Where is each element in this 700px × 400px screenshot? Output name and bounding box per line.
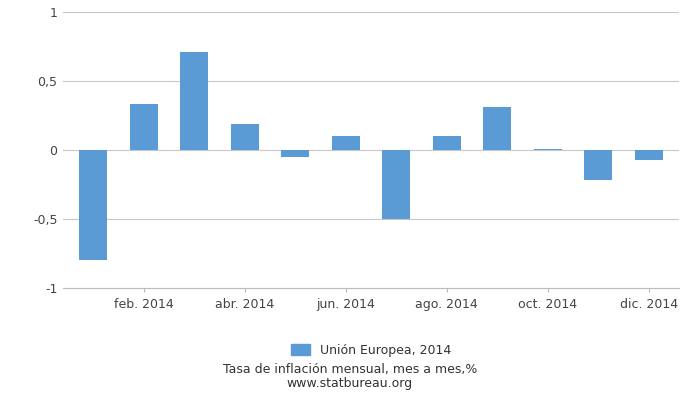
Bar bbox=[281, 150, 309, 157]
Bar bbox=[79, 150, 107, 260]
Bar bbox=[483, 107, 511, 150]
Bar bbox=[584, 150, 612, 180]
Text: Tasa de inflación mensual, mes a mes,%: Tasa de inflación mensual, mes a mes,% bbox=[223, 364, 477, 376]
Text: www.statbureau.org: www.statbureau.org bbox=[287, 378, 413, 390]
Bar bbox=[130, 104, 158, 150]
Bar bbox=[635, 150, 663, 160]
Bar bbox=[534, 149, 561, 150]
Bar bbox=[382, 150, 410, 219]
Bar bbox=[332, 136, 360, 150]
Bar bbox=[231, 124, 259, 150]
Bar bbox=[433, 136, 461, 150]
Legend: Unión Europea, 2014: Unión Europea, 2014 bbox=[291, 344, 451, 357]
Bar bbox=[181, 52, 208, 150]
